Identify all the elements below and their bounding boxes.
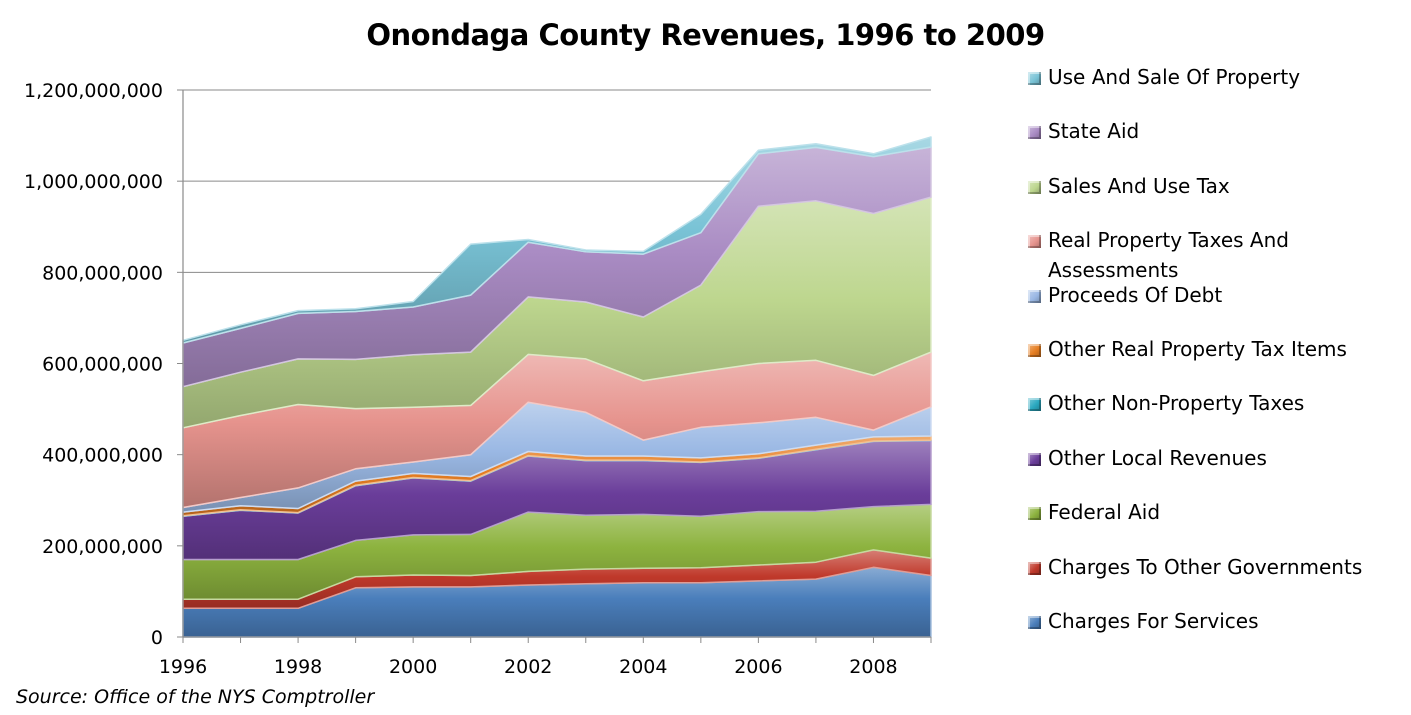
legend-label: Other Real Property Tax Items <box>1048 337 1347 361</box>
legend-label: Real Property Taxes And Assessments <box>1048 228 1289 283</box>
legend-swatch <box>1028 452 1041 466</box>
x-tick-label: 2000 <box>389 656 437 678</box>
legend-swatch <box>1028 398 1041 412</box>
y-tick-label: 800,000,000 <box>42 262 163 284</box>
x-tick-label: 1998 <box>274 656 322 678</box>
legend-swatch <box>1028 289 1041 303</box>
area-use-and-sale-of-property <box>182 136 932 344</box>
legend-label: Proceeds Of Debt <box>1048 282 1223 307</box>
legend-swatch <box>1028 507 1041 521</box>
y-tick-label: 1,000,000,000 <box>24 171 163 193</box>
area-series-group <box>182 136 932 638</box>
legend-label: Other Local Revenues <box>1048 445 1267 470</box>
x-tick-label: 1996 <box>159 656 207 678</box>
y-tick-label: 200,000,000 <box>42 536 163 558</box>
y-tick-label: 600,000,000 <box>42 354 163 376</box>
legend-swatch <box>1028 180 1041 194</box>
legend-swatch <box>1028 235 1041 249</box>
legend-label: Charges For Services <box>1048 609 1259 633</box>
y-tick-label: 400,000,000 <box>42 445 163 467</box>
legend-swatch <box>1028 344 1041 357</box>
y-tick-label: 0 <box>151 627 163 649</box>
legend-swatch <box>1028 561 1041 575</box>
x-tick-label: 2002 <box>504 656 552 678</box>
source-note: Source: Office of the NYS Comptroller <box>16 686 375 708</box>
legend-label: Charges To Other Governments <box>1048 554 1363 579</box>
x-tick-label: 2006 <box>734 656 782 678</box>
chart-title: Onondaga County Revenues, 1996 to 2009 <box>366 18 1045 52</box>
y-tick-label: 1,200,000,000 <box>24 80 163 102</box>
legend-label: Federal Aid <box>1048 500 1161 525</box>
legend-label: Sales And Use Tax <box>1048 173 1230 198</box>
legend-label: Other Non-Property Taxes <box>1048 391 1305 416</box>
legend-swatch <box>1028 616 1041 629</box>
legend-label: Use And Sale Of Property <box>1048 65 1301 89</box>
axes: 0 200,000,000 400,000,000 600,000,000 800,00… <box>24 80 932 678</box>
legend-swatch <box>1028 126 1041 140</box>
legend-label: State Aid <box>1048 119 1140 144</box>
x-tick-label: 2004 <box>619 656 667 678</box>
legend-swatch <box>1028 72 1041 85</box>
x-tick-label: 2008 <box>849 656 897 678</box>
